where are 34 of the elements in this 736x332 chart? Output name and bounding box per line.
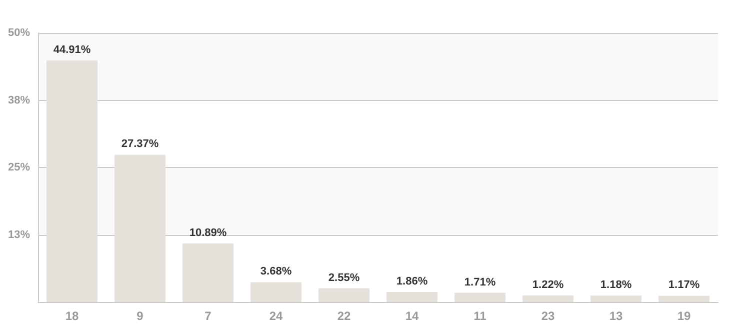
data-label: 1.17% bbox=[668, 279, 700, 292]
data-label: 1.18% bbox=[600, 279, 632, 292]
data-label: 27.37% bbox=[121, 138, 159, 150]
y-tick-label: 25% bbox=[8, 162, 30, 174]
data-label: 44.91% bbox=[53, 44, 91, 56]
data-label: 1.71% bbox=[464, 276, 496, 288]
data-label: 1.22% bbox=[532, 278, 564, 291]
x-tick-label: 24 bbox=[269, 309, 283, 323]
x-tick-label: 19 bbox=[677, 309, 691, 323]
bar bbox=[454, 292, 506, 302]
x-tick-label: 14 bbox=[405, 309, 419, 323]
data-label: 1.86% bbox=[396, 275, 428, 288]
x-tick-label: 11 bbox=[474, 309, 487, 323]
data-label: 2.55% bbox=[328, 272, 360, 284]
bar bbox=[386, 292, 438, 302]
bar bbox=[182, 243, 234, 302]
bar bbox=[658, 296, 710, 302]
x-tick-label: 22 bbox=[337, 309, 351, 323]
y-tick-label: 38% bbox=[8, 94, 30, 106]
bar bbox=[522, 295, 574, 302]
data-label: 10.89% bbox=[189, 226, 227, 239]
bar bbox=[590, 296, 642, 302]
data-label: 3.68% bbox=[260, 266, 292, 278]
x-tick-label: 13 bbox=[609, 309, 623, 323]
y-tick-label: 13% bbox=[8, 228, 30, 241]
bar bbox=[46, 60, 98, 302]
bar bbox=[318, 288, 370, 302]
x-tick-label: 7 bbox=[204, 309, 212, 323]
bar bbox=[114, 154, 166, 302]
x-tick-label: 9 bbox=[136, 309, 144, 323]
x-tick-label: 23 bbox=[541, 309, 555, 323]
bar bbox=[250, 282, 302, 302]
y-tick-label: 50% bbox=[8, 27, 30, 39]
x-tick-label: 18 bbox=[65, 309, 79, 323]
